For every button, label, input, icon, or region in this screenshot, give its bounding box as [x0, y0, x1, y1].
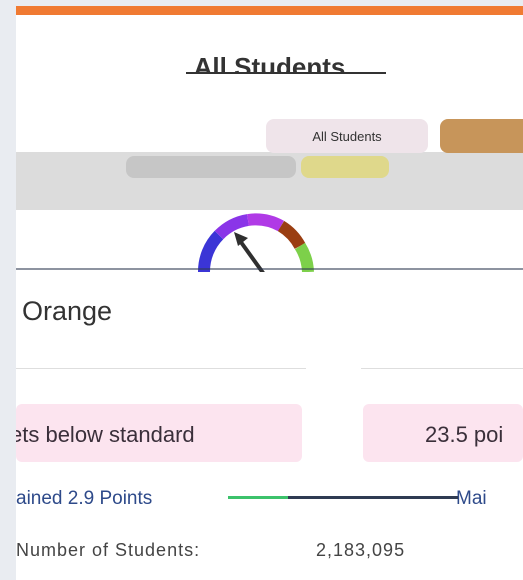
distance-from-standard-box: ets below standard: [16, 404, 302, 462]
status-label: Orange: [22, 296, 113, 326]
student-count-row: Number of Students: 2,183,095: [16, 540, 523, 566]
filter-button-tan[interactable]: [440, 119, 523, 153]
divider-right: [361, 368, 523, 369]
gauge-segment-purple: [247, 213, 284, 232]
change-text: ained 2.9 Points: [16, 488, 153, 509]
change-bar-green: [228, 496, 288, 499]
student-count-label: Number of Students:: [16, 540, 201, 560]
divider: [16, 368, 306, 369]
student-count-value: 2,183,095: [316, 540, 406, 560]
gauge-segment-blue: [198, 230, 224, 272]
filter-button-gray[interactable]: [126, 156, 296, 178]
change-bar-dark: [288, 496, 458, 499]
title-underline: [186, 72, 386, 74]
accent-bar: [16, 6, 523, 15]
performance-gauge: [186, 202, 326, 272]
filter-button-yellow[interactable]: [301, 156, 389, 178]
distance-text: ets below standard: [16, 422, 195, 447]
gauge-needle: [236, 236, 265, 272]
gauge-segment-green: [294, 242, 314, 272]
page-title: All Students: [193, 52, 346, 74]
status-rule: [16, 268, 523, 270]
student-group-label: All Students: [312, 128, 382, 144]
gauge-needle-tip: [234, 232, 248, 246]
change-right-text: Mai: [456, 488, 487, 509]
student-group-button[interactable]: All Students: [266, 119, 428, 153]
gauge-svg: [198, 213, 314, 272]
distance-value-box: 23.5 poi: [363, 404, 523, 462]
dashboard-card: All Students All Students Orange ets bel…: [16, 6, 523, 580]
gauge-segment-violet: [214, 214, 250, 240]
distance-value: 23.5 poi: [425, 422, 504, 447]
change-row: ained 2.9 Points Mai: [16, 488, 523, 510]
gauge-segment-brown: [277, 220, 306, 250]
